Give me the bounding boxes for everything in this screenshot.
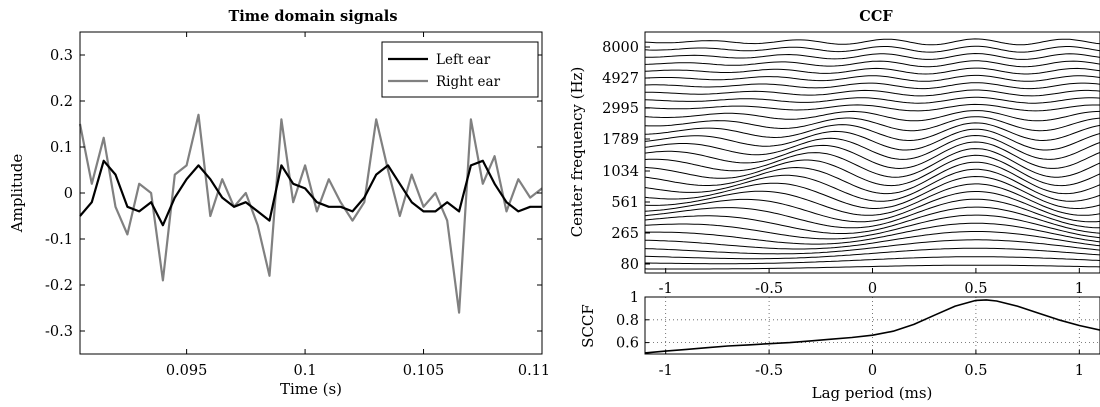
ccf-channel-line: [645, 239, 1100, 255]
ccf-channel-line: [645, 52, 1100, 60]
left-ytick-label: 0.3: [50, 48, 73, 64]
ccf-channel-line: [645, 103, 1100, 112]
ccf-chart: CCF 8000 4927 2995 1789 1034 561 265 80 -1 -0.5 0 0…: [568, 8, 1100, 297]
ccf-channel-line: [645, 110, 1100, 122]
ccf-xtick-label: 0: [868, 281, 877, 297]
ccf-channel-line: [645, 67, 1100, 75]
ccf-ytick-label: 1789: [602, 132, 639, 148]
ccf-channel-line: [645, 96, 1100, 104]
left-ytick-label: 0: [64, 186, 73, 202]
ccf-channel-line: [645, 168, 1100, 202]
ccf-channel-line: [645, 82, 1100, 90]
ccf-ytick-label: 265: [611, 226, 639, 242]
ccf-ticks: 8000 4927 2995 1789 1034 561 265 80 -1 -0.5 0 0.5 1: [602, 40, 1084, 297]
left-ytick-label: -0.1: [45, 232, 73, 248]
ccf-channel-line: [645, 183, 1100, 216]
left-ytick-label: 0.1: [50, 140, 73, 156]
ccf-channel-lines: [645, 38, 1100, 270]
ccf-channel-line: [645, 191, 1100, 223]
ccf-channel-line: [645, 134, 1100, 160]
ccf-ytick-label: 1034: [602, 164, 639, 180]
sccf-ticks: -1 -0.5 0 0.5 1 1 0.8 0.6: [616, 290, 1084, 379]
ccf-xtick-label: 0.5: [964, 281, 987, 297]
left-xtick-label: 0.11: [518, 363, 550, 379]
ccf-channel-line: [645, 214, 1100, 240]
sccf-xtick-label: 0: [868, 363, 877, 379]
sccf-ylabel: SCCF: [579, 304, 597, 348]
legend-label-right-ear: Right ear: [436, 74, 501, 90]
ccf-channel-line: [645, 198, 1100, 229]
ccf-ytick-label: 561: [611, 195, 639, 211]
ccf-channel-line: [645, 231, 1100, 250]
ccf-channel-line: [645, 141, 1100, 170]
sccf-xtick-label: -1: [659, 363, 673, 379]
ccf-channel-line: [645, 161, 1100, 195]
ccf-channel-line: [645, 128, 1100, 151]
sccf-series-group: [644, 299, 1100, 354]
ccf-xtick-label: -0.5: [755, 281, 783, 297]
ccf-lines-clip-group: [645, 38, 1100, 270]
ccf-chart-title: CCF: [859, 8, 893, 25]
left-ticks: 0.095 0.1 0.105 0.11 0.3 0.2 0.1 0 -0.1 -0.2 -0.3: [45, 32, 550, 379]
sccf-ytick-label: 0.6: [616, 336, 639, 352]
ccf-channel-line: [645, 206, 1100, 234]
right-ear-series-line: [78, 113, 543, 314]
sccf-chart: -1 -0.5 0 0.5 1 1 0.8 0.6 Lag period (ms) SCCF: [579, 290, 1100, 402]
left-xtick-label: 0.095: [166, 363, 208, 379]
left-xlabel: Time (s): [280, 380, 342, 398]
ccf-channel-line: [645, 38, 1100, 46]
left-ytick-label: -0.3: [45, 324, 73, 340]
legend-label-left-ear: Left ear: [436, 52, 491, 68]
left-ytick-label: -0.2: [45, 278, 73, 294]
ccf-channel-line: [645, 175, 1100, 210]
ccf-channel-line: [645, 148, 1100, 178]
sccf-xtick-label: 1: [1075, 363, 1084, 379]
ccf-channel-line: [645, 154, 1100, 187]
left-chart-title: Time domain signals: [229, 8, 398, 25]
sccf-xtick-label: 0.5: [964, 363, 987, 379]
legend-box: [381, 41, 539, 98]
left-xtick-label: 0.1: [294, 363, 317, 379]
sccf-ytick-label: 1: [630, 290, 639, 306]
ccf-ytick-label: 4927: [602, 71, 639, 87]
ccf-ytick-label: 2995: [602, 101, 639, 117]
ccf-channel-line: [645, 60, 1100, 68]
ccf-ytick-label: 80: [621, 257, 639, 273]
left-series-group: [78, 113, 543, 314]
ccf-channel-line: [645, 116, 1100, 132]
ccf-ylabel: Center frequency (Hz): [568, 67, 586, 238]
sccf-xtick-label: -0.5: [755, 363, 783, 379]
ccf-ytick-label: 8000: [602, 40, 639, 56]
ccf-channel-line: [645, 122, 1100, 142]
ccf-channel-line: [645, 89, 1100, 97]
sccf-grid: [645, 296, 1100, 354]
left-ylabel: Amplitude: [8, 154, 26, 234]
left-ytick-label: 0.2: [50, 94, 73, 110]
sccf-series-line: [644, 299, 1100, 354]
sccf-xlabel: Lag period (ms): [812, 384, 933, 402]
ccf-channel-line: [645, 247, 1100, 260]
ccf-channel-line: [645, 256, 1100, 265]
left-ear-series-line: [79, 159, 542, 227]
ccf-xtick-label: -1: [659, 281, 673, 297]
legend: Left ear Right ear: [381, 41, 539, 98]
ccf-xtick-label: 1: [1075, 281, 1084, 297]
ccf-channel-line: [645, 74, 1100, 82]
sccf-ytick-label: 0.8: [616, 313, 639, 329]
time-domain-chart: Time domain signals 0.095 0.1 0.105 0.11 0.3…: [8, 8, 550, 398]
ccf-channel-line: [645, 264, 1100, 270]
left-xtick-label: 0.105: [403, 363, 445, 379]
ccf-channel-line: [645, 45, 1100, 53]
ccf-channel-line: [645, 222, 1100, 245]
